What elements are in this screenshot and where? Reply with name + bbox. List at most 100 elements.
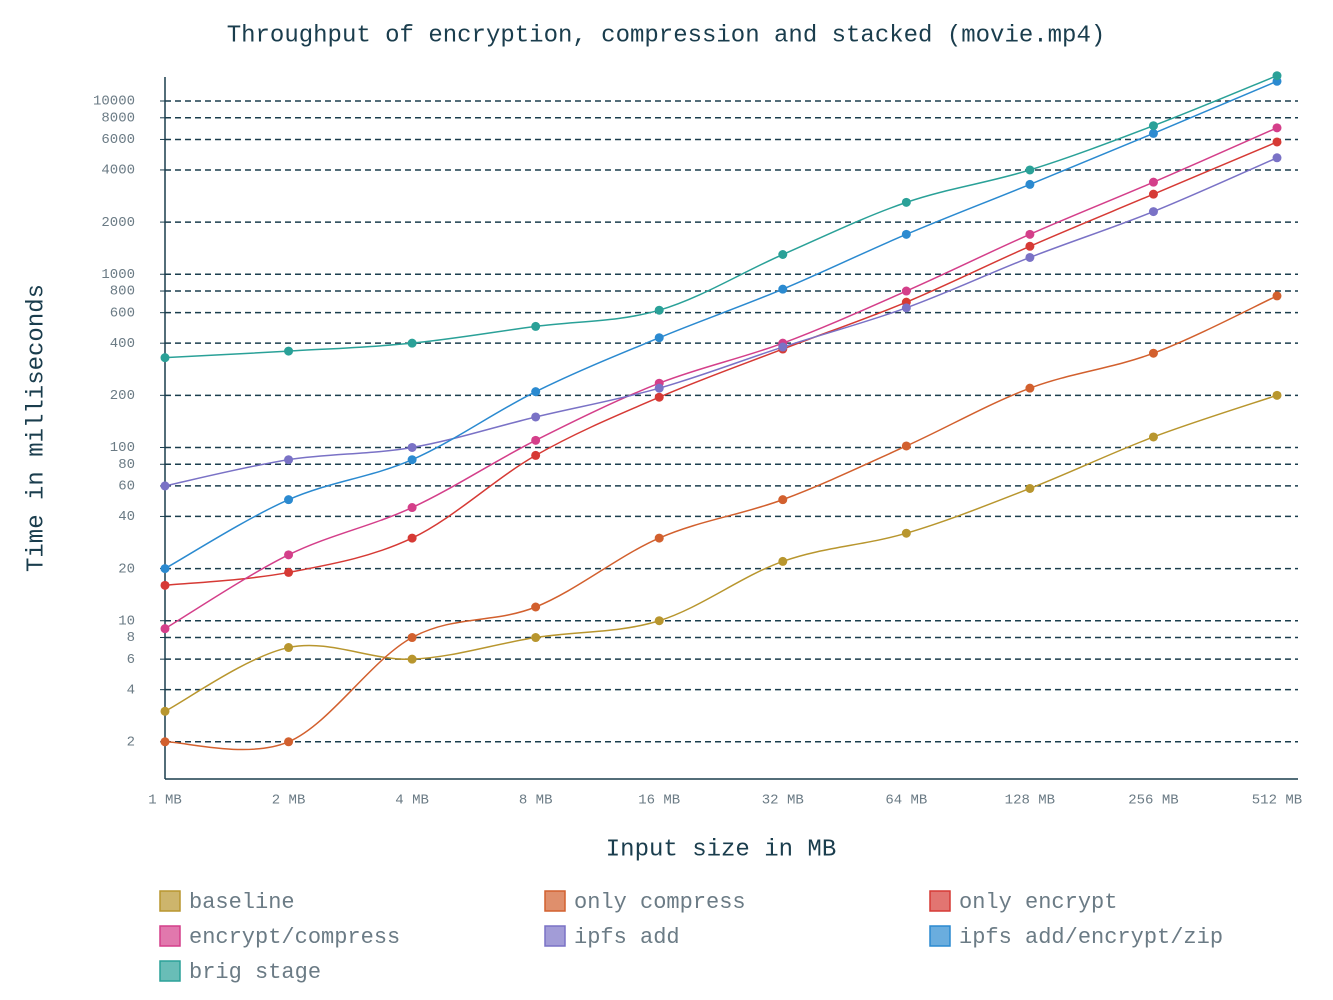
legend-swatch: [929, 890, 951, 912]
legend-swatch: [544, 890, 566, 912]
data-point: [1148, 121, 1158, 131]
data-point: [1148, 189, 1158, 199]
y-tick-label: 200: [110, 388, 135, 404]
data-point: [778, 342, 788, 352]
x-tick-label: 16 MB: [638, 793, 680, 809]
data-point: [1148, 348, 1158, 358]
data-point: [1025, 241, 1035, 251]
data-point: [901, 229, 911, 239]
y-axis-label: Time in milliseconds: [23, 284, 50, 572]
series-line: [164, 295, 1278, 751]
y-tick-label: 6000: [101, 132, 135, 148]
series-line: [164, 127, 1278, 630]
y-tick-label: 4: [127, 682, 135, 698]
data-point: [1025, 165, 1035, 175]
data-point: [654, 305, 664, 315]
series-line: [164, 394, 1278, 712]
chart-title: Throughput of encryption, compression an…: [227, 22, 1106, 49]
series-line: [164, 74, 1278, 359]
data-point: [160, 564, 170, 574]
y-tick-label: 2: [127, 735, 135, 751]
legend-label: only compress: [574, 890, 746, 915]
data-point: [531, 602, 541, 612]
data-point: [901, 197, 911, 207]
data-point: [407, 633, 417, 643]
data-point: [531, 435, 541, 445]
data-point: [407, 455, 417, 465]
series-line: [164, 80, 1278, 570]
data-point: [1272, 123, 1282, 133]
y-tick-label: 8000: [101, 110, 135, 126]
data-point: [407, 503, 417, 513]
y-tick-label: 400: [110, 336, 135, 352]
data-point: [901, 528, 911, 538]
data-point: [284, 455, 294, 465]
legend-swatch: [929, 925, 951, 947]
legend-swatch: [159, 960, 181, 982]
data-point: [407, 654, 417, 664]
data-point: [1272, 71, 1282, 81]
data-point: [778, 495, 788, 505]
data-point: [284, 346, 294, 356]
data-point: [1025, 483, 1035, 493]
data-point: [1148, 128, 1158, 138]
data-point: [160, 737, 170, 747]
data-point: [1025, 179, 1035, 189]
legend-label: ipfs add/encrypt/zip: [959, 925, 1223, 950]
data-point: [531, 387, 541, 397]
data-point: [284, 550, 294, 560]
series-line: [164, 157, 1278, 487]
y-tick-label: 60: [118, 479, 135, 495]
x-axis-label: Input size in MB: [606, 836, 836, 863]
series-line: [164, 141, 1278, 587]
data-point: [654, 383, 664, 393]
y-tick-label: 40: [118, 509, 135, 525]
legend-swatch: [159, 925, 181, 947]
y-tick-label: 100: [110, 440, 135, 456]
legend-label: encrypt/compress: [189, 925, 400, 950]
data-point: [1272, 390, 1282, 400]
data-point: [654, 616, 664, 626]
data-point: [160, 706, 170, 716]
y-tick-label: 2000: [101, 215, 135, 231]
data-point: [654, 392, 664, 402]
data-point: [531, 633, 541, 643]
data-point: [531, 321, 541, 331]
x-tick-label: 128 MB: [1005, 793, 1055, 809]
data-point: [407, 338, 417, 348]
legend-label: ipfs add: [574, 925, 680, 950]
data-point: [778, 284, 788, 294]
x-tick-label: 1 MB: [148, 793, 182, 809]
y-tick-label: 6: [127, 652, 135, 668]
legend-label: brig stage: [189, 960, 321, 985]
x-tick-label: 2 MB: [272, 793, 306, 809]
y-tick-label: 10000: [93, 94, 135, 110]
y-tick-label: 10: [118, 613, 135, 629]
data-point: [160, 481, 170, 491]
data-point: [901, 286, 911, 296]
data-point: [901, 303, 911, 313]
x-tick-label: 4 MB: [395, 793, 429, 809]
data-point: [1148, 432, 1158, 442]
data-point: [654, 333, 664, 343]
legend-swatch: [159, 890, 181, 912]
x-tick-label: 64 MB: [885, 793, 927, 809]
data-point: [160, 580, 170, 590]
x-tick-label: 8 MB: [519, 793, 553, 809]
data-point: [778, 556, 788, 566]
data-point: [160, 624, 170, 634]
y-tick-label: 600: [110, 305, 135, 321]
data-point: [284, 567, 294, 577]
data-point: [407, 533, 417, 543]
x-tick-label: 512 MB: [1252, 793, 1302, 809]
data-point: [531, 450, 541, 460]
data-point: [407, 442, 417, 452]
data-point: [1272, 153, 1282, 163]
data-point: [284, 495, 294, 505]
data-point: [1025, 229, 1035, 239]
y-tick-label: 4000: [101, 163, 135, 179]
y-tick-label: 1000: [101, 267, 135, 283]
data-point: [901, 441, 911, 451]
data-point: [1148, 177, 1158, 187]
